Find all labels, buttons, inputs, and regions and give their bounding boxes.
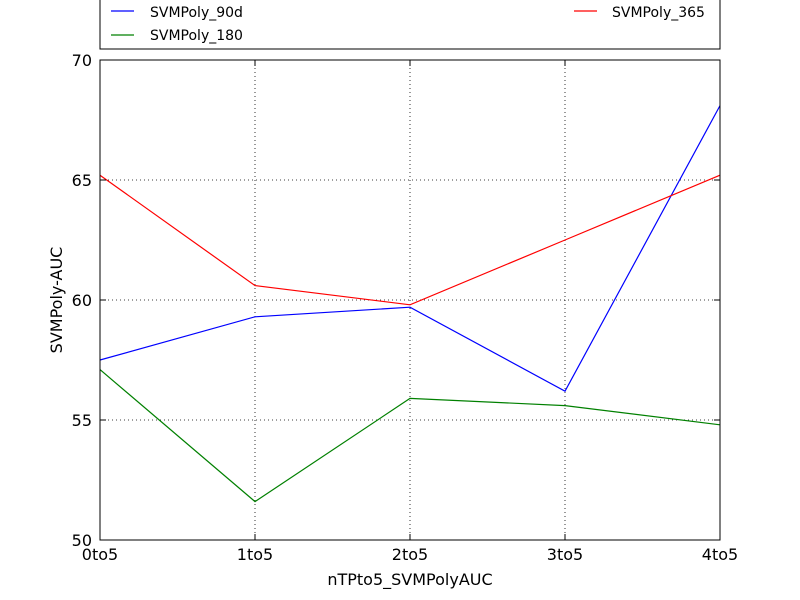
y-tick-label: 50 — [72, 531, 92, 550]
y-tick-label: 70 — [72, 51, 92, 70]
y-tick-label: 65 — [72, 171, 92, 190]
y-axis-ticks: 50 55 60 65 70 — [72, 51, 720, 550]
legend-label-svmpoly-180: SVMPoly_180 — [150, 28, 243, 44]
y-tick-label: 60 — [72, 291, 92, 310]
legend-label-svmpoly-90d: SVMPoly_90d — [150, 5, 243, 21]
y-tick-label: 55 — [72, 411, 92, 430]
x-tick-label: 2to5 — [392, 545, 428, 564]
series-line-svmpoly-180 — [99, 369, 721, 503]
legend-box — [99, 0, 721, 50]
x-tick-label: 0to5 — [82, 545, 118, 564]
legend-label-svmpoly-365: SVMPoly_365 — [612, 5, 705, 21]
series-lines — [99, 105, 721, 503]
x-axis-ticks: 0to5 1to5 2to5 3to5 4to5 — [82, 60, 738, 564]
series-line-svmpoly-365 — [99, 174, 721, 306]
legend: SVMPoly_90d SVMPoly_180 SVMPoly_365 — [99, 0, 721, 50]
y-axis-label: SVMPoly-AUC — [47, 247, 66, 354]
x-tick-label: 3to5 — [547, 545, 583, 564]
x-tick-label: 4to5 — [702, 545, 738, 564]
series-line-svmpoly-90d — [99, 105, 721, 393]
grid-lines — [100, 60, 720, 540]
x-tick-label: 1to5 — [237, 545, 273, 564]
x-axis-label: nTPto5_SVMPolyAUC — [327, 570, 492, 590]
